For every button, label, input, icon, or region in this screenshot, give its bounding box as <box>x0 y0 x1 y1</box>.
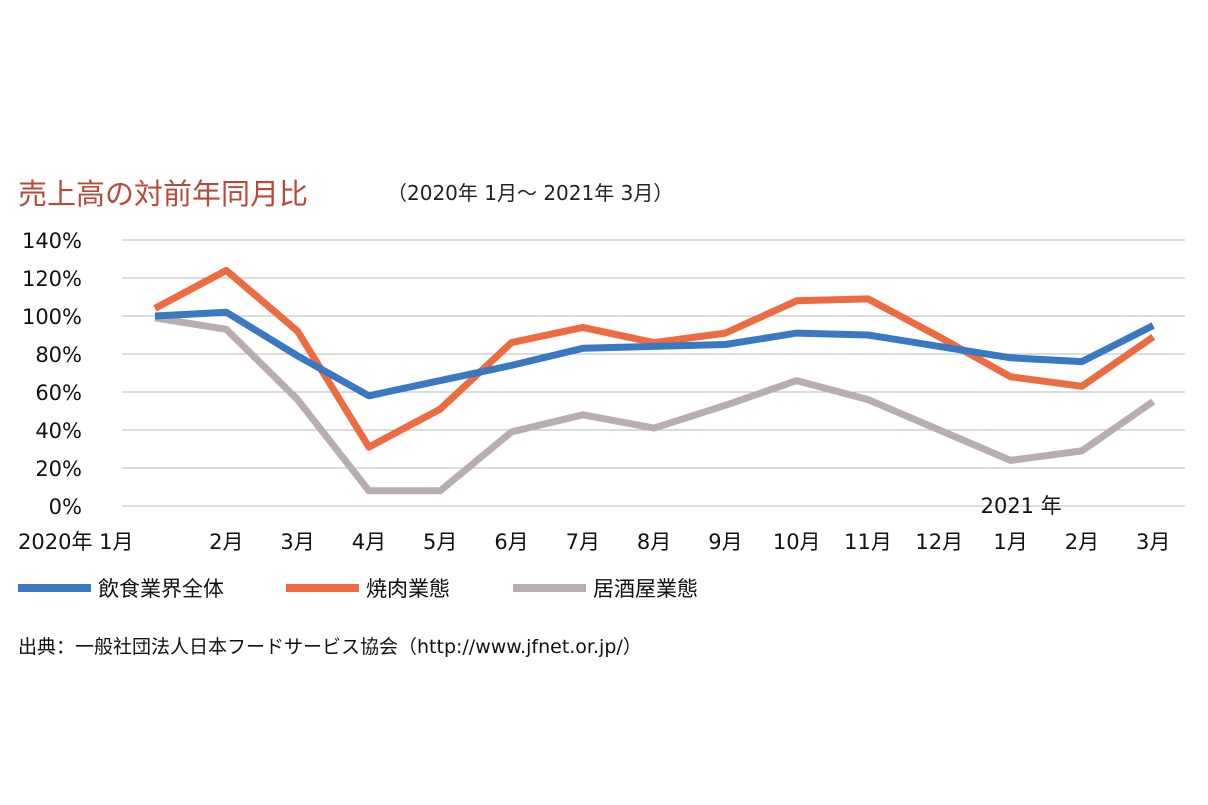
x-tick-label: 8月 <box>637 530 671 554</box>
x-tick-label: 12月 <box>915 530 963 554</box>
legend: 飲食業界全体 焼肉業態 居酒屋業態 <box>18 577 698 601</box>
x-tick-label: 2月 <box>1065 530 1099 554</box>
y-tick-label: 0% <box>49 495 82 519</box>
chart-subtitle: （2020年 1月～ 2021年 3月） <box>387 181 673 205</box>
x-tick-label: 4月 <box>352 530 386 554</box>
x-tick-label: 2月 <box>209 530 243 554</box>
legend-label: 焼肉業態 <box>366 577 450 601</box>
y-tick-label: 140% <box>22 229 82 253</box>
series-line <box>154 314 1156 495</box>
y-tick-label: 40% <box>35 419 82 443</box>
x-tick-label: 6月 <box>494 530 528 554</box>
grid <box>122 239 1185 507</box>
source-note: 出典：一般社団法人日本フードサービス協会（http://www.jfnet.or… <box>18 636 642 658</box>
legend-label: 居酒屋業態 <box>593 577 698 601</box>
x-tick-label: 11月 <box>844 530 892 554</box>
x-tick-label: 3月 <box>1136 530 1170 554</box>
y-axis-tick-labels: 0% 20% 40% 60% 80% 100% 120% 140% <box>22 229 82 519</box>
y-tick-label: 60% <box>35 381 82 405</box>
x-axis-tick-labels: 2020年 1月 2月 3月 4月 5月 6月 7月 8月 9月 10月 11月 12月 1月 2月 3月 2… <box>18 494 1170 554</box>
x-tick-label: 1月 <box>993 530 1027 554</box>
chart-title: 売上高の対前年同月比 <box>18 177 308 211</box>
x-tick-label: 7月 <box>566 530 600 554</box>
year-marker-label: 2021 年 <box>981 494 1062 518</box>
y-tick-label: 20% <box>35 457 82 481</box>
y-tick-label: 100% <box>22 305 82 329</box>
legend-label: 飲食業界全体 <box>98 577 224 601</box>
x-tick-label: 3月 <box>280 530 314 554</box>
y-tick-label: 80% <box>35 343 82 367</box>
x-tick-label: 2020年 1月 <box>18 530 133 554</box>
series-lines <box>153 266 1156 495</box>
x-tick-label: 5月 <box>423 530 457 554</box>
series-line <box>154 308 1155 400</box>
y-tick-label: 120% <box>22 267 82 291</box>
x-tick-label: 10月 <box>773 530 821 554</box>
x-tick-label: 9月 <box>708 530 742 554</box>
